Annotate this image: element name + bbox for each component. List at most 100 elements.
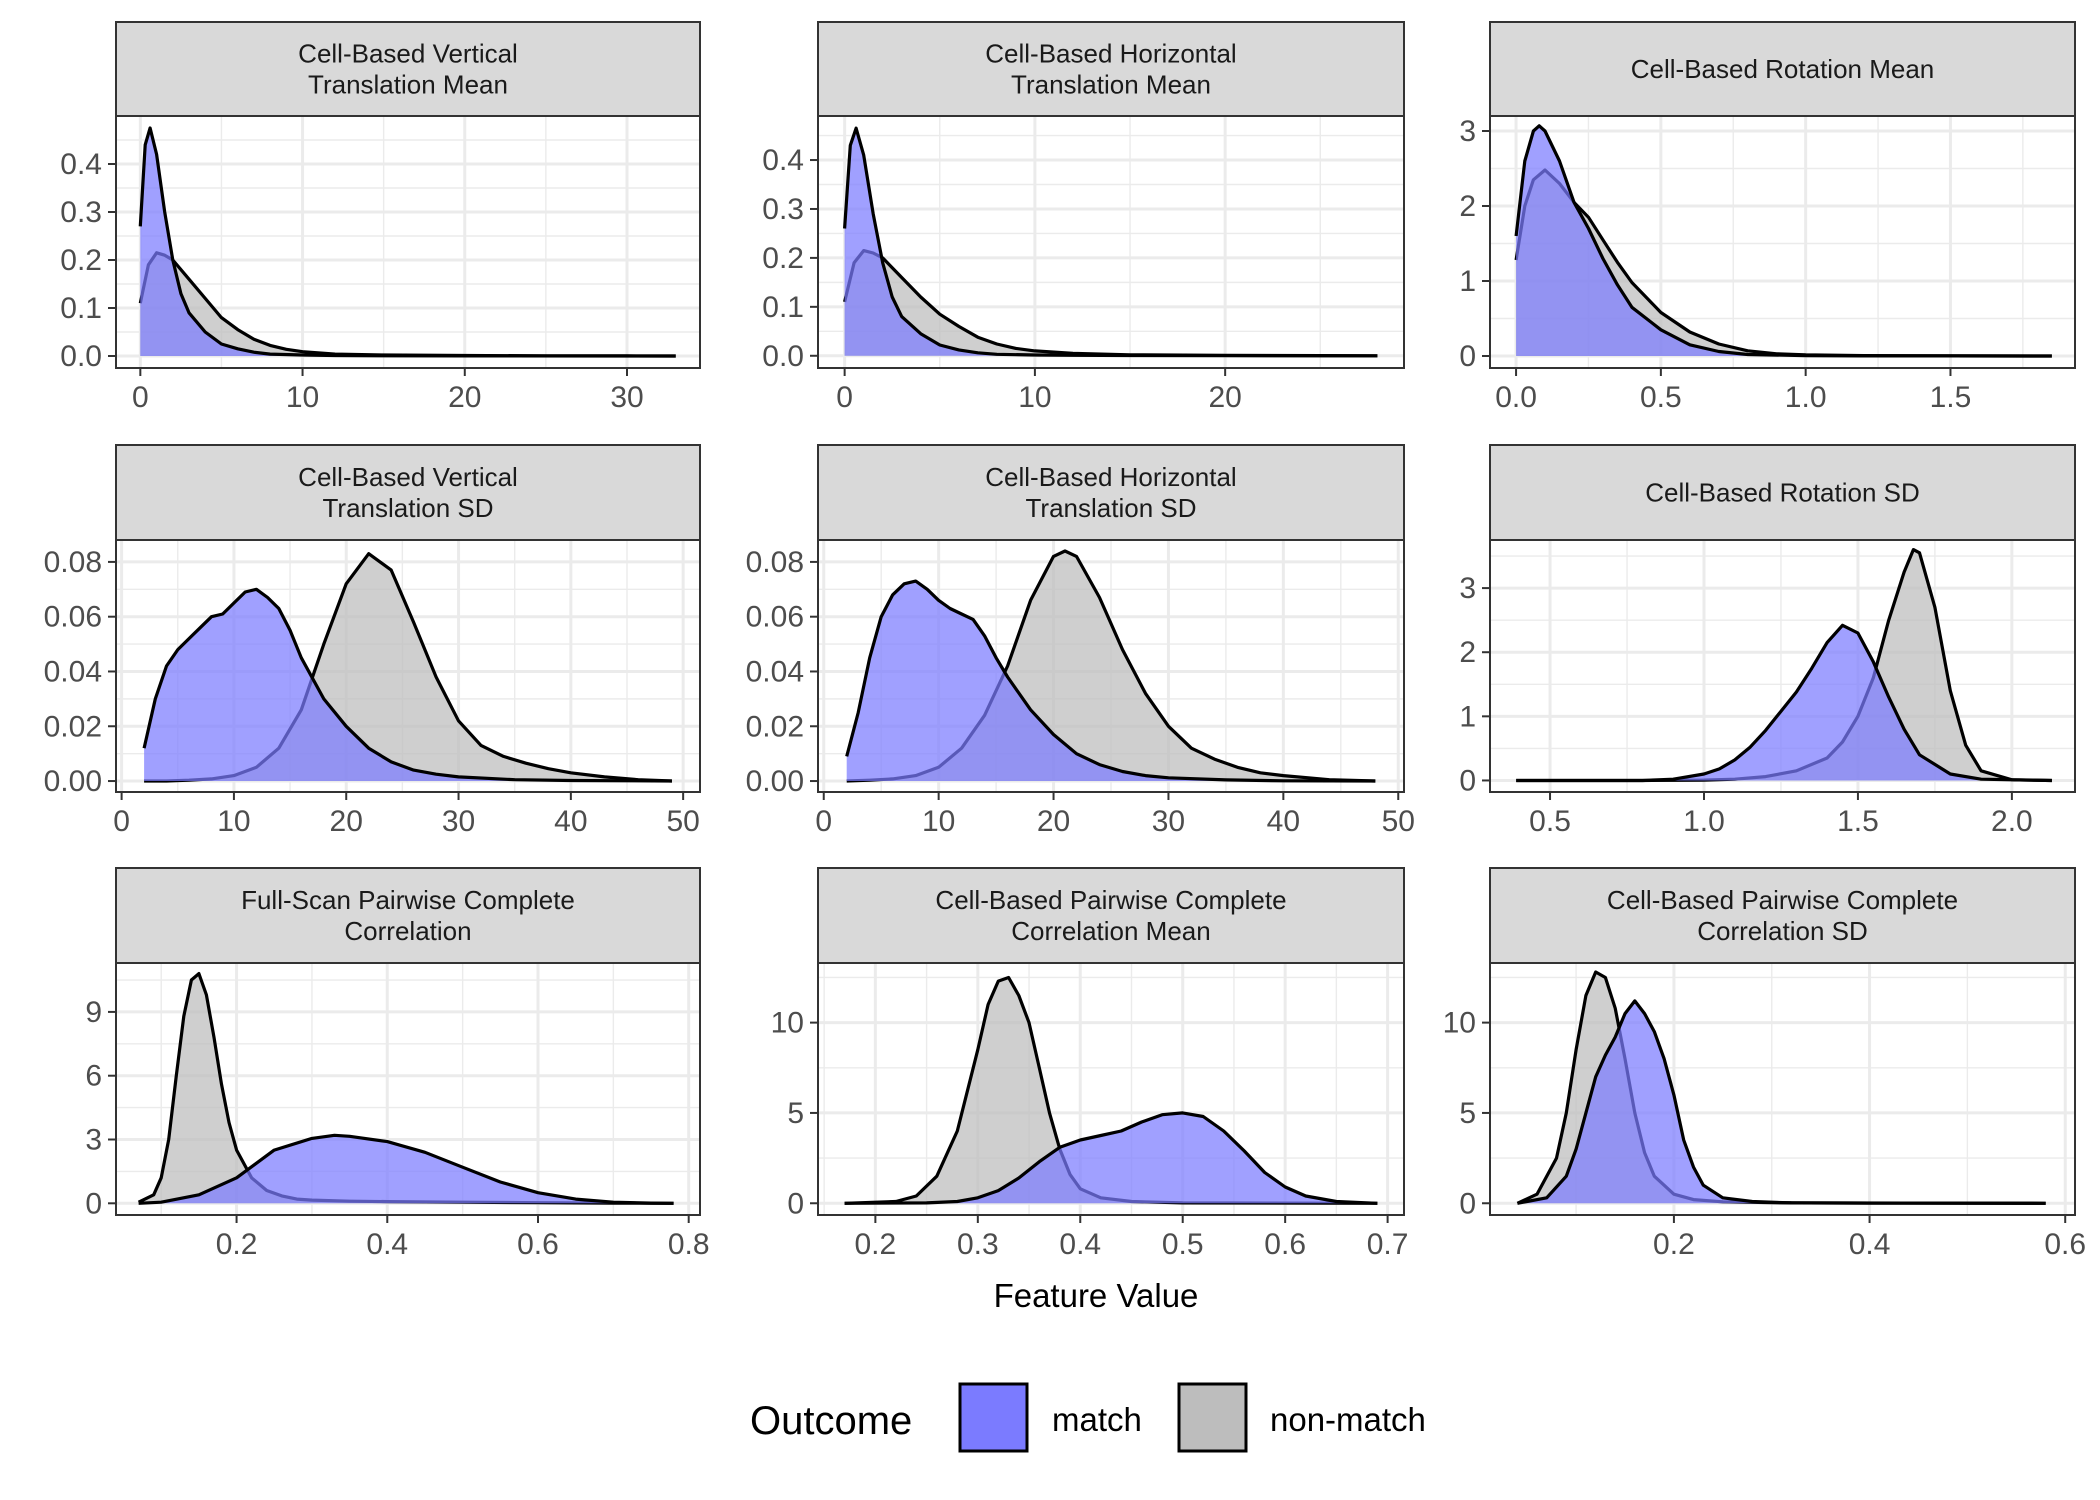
- strip-title-line: Translation SD: [1026, 493, 1197, 523]
- panel-border: [1489, 539, 2076, 793]
- density-area-match: [140, 128, 676, 356]
- x-tick-label: 0: [836, 381, 853, 414]
- panel-border: [1489, 115, 2076, 369]
- y-tick-label: 3: [1459, 115, 1476, 148]
- strip-title-line: Cell-Based Pairwise Complete: [935, 885, 1286, 915]
- x-tick-label: 10: [922, 805, 955, 838]
- strip-title-line: Translation SD: [323, 493, 494, 523]
- x-tick-label: 40: [1267, 805, 1300, 838]
- panel-border: [1489, 962, 2076, 1216]
- density-line-match: [845, 579, 1376, 783]
- x-tick-label: 0.2: [216, 1228, 258, 1261]
- density-area-non-match: [844, 977, 1378, 1204]
- x-tick-label: 0.6: [1264, 1228, 1306, 1261]
- x-tick-label: 30: [1152, 805, 1185, 838]
- x-tick-label: 20: [330, 805, 363, 838]
- y-tick-label: 0.02: [746, 710, 804, 743]
- x-tick-label: 10: [286, 381, 319, 414]
- y-tick-label: 0.2: [762, 242, 804, 275]
- y-tick-label: 1: [1459, 265, 1476, 298]
- y-tick-label: 0.04: [746, 655, 804, 688]
- facet-panel: Cell-Based Rotation Mean 0.0 0.5 1.0 1.5 0 1 2 3: [1459, 21, 2076, 414]
- x-tick-label: 20: [1037, 805, 1070, 838]
- legend-title: Outcome: [750, 1399, 912, 1443]
- x-tick-label: 10: [1018, 381, 1051, 414]
- y-tick-label: 0: [1459, 1187, 1476, 1220]
- facet-panel: Cell-Based Pairwise CompleteCorrelation …: [1443, 867, 2086, 1261]
- strip-title-line: Cell-Based Horizontal: [985, 462, 1236, 492]
- legend-swatch-non-match: [1177, 1382, 1248, 1453]
- density-line-match: [1514, 124, 2052, 358]
- x-axis-title: Feature Value: [994, 1277, 1199, 1314]
- x-tick-label: 1.5: [1837, 805, 1879, 838]
- strip-background: [115, 21, 701, 117]
- y-tick-label: 5: [1459, 1097, 1476, 1130]
- legend-label-match: match: [1052, 1401, 1142, 1438]
- y-tick-label: 2: [1459, 190, 1476, 223]
- strip-background: [817, 444, 1405, 541]
- y-tick-label: 0: [787, 1187, 804, 1220]
- x-tick-label: 0.4: [366, 1228, 408, 1261]
- strip-title-line: Cell-Based Vertical: [298, 39, 518, 69]
- y-tick-label: 0.4: [60, 148, 102, 181]
- density-areas: [843, 126, 1378, 358]
- y-tick-label: 0.08: [44, 546, 102, 579]
- strip-background: [817, 867, 1405, 964]
- density-area-match: [1516, 625, 2052, 781]
- x-tick-label: 10: [217, 805, 250, 838]
- density-area-match: [1516, 125, 2052, 356]
- panel-border: [817, 539, 1405, 793]
- x-tick-label: 50: [666, 805, 699, 838]
- x-tick-label: 1.5: [1930, 381, 1972, 414]
- x-tick-label: 0.4: [1059, 1228, 1101, 1261]
- panel-border: [115, 539, 701, 793]
- x-tick-label: 0.6: [2044, 1228, 2086, 1261]
- x-tick-label: 0.2: [1653, 1228, 1695, 1261]
- density-line-match: [138, 1133, 674, 1205]
- strip-title-line: Cell-Based Horizontal: [985, 39, 1236, 69]
- y-tick-label: 0.02: [44, 710, 102, 743]
- density-area-match: [1517, 1000, 2046, 1204]
- density-area-non-match: [1516, 549, 2052, 781]
- x-tick-label: 20: [448, 381, 481, 414]
- strip-background: [1489, 867, 2076, 964]
- strip-title-line: Translation Mean: [1011, 70, 1211, 100]
- y-tick-label: 0.0: [762, 340, 804, 373]
- strip-title-line: Full-Scan Pairwise Complete: [241, 885, 575, 915]
- density-areas: [137, 972, 674, 1205]
- density-areas: [142, 552, 672, 783]
- density-areas: [845, 549, 1376, 783]
- density-line-match: [844, 1111, 1378, 1205]
- density-area-non-match: [1516, 170, 2052, 356]
- x-tick-label: 0.4: [1849, 1228, 1891, 1261]
- density-line-match: [843, 126, 1378, 358]
- density-line-match: [1516, 623, 2052, 783]
- density-line-match: [142, 587, 672, 783]
- y-tick-label: 0.00: [746, 765, 804, 798]
- x-tick-label: 0: [113, 805, 130, 838]
- y-tick-label: 0.1: [60, 292, 102, 325]
- y-tick-label: 3: [85, 1124, 102, 1157]
- density-areas: [1514, 124, 2052, 358]
- x-tick-label: 0.3: [957, 1228, 999, 1261]
- strip-title-line: Correlation SD: [1697, 916, 1868, 946]
- x-tick-label: 0.8: [668, 1228, 710, 1261]
- legend: Outcome match non-match: [750, 1382, 1426, 1453]
- x-tick-label: 0.5: [1162, 1228, 1204, 1261]
- density-area-non-match: [846, 551, 1376, 781]
- density-line-match: [138, 126, 676, 358]
- x-tick-label: 0: [815, 805, 832, 838]
- x-tick-label: 0.5: [1529, 805, 1571, 838]
- y-tick-label: 0.4: [762, 144, 804, 177]
- y-tick-label: 1: [1459, 700, 1476, 733]
- density-area-non-match: [138, 973, 674, 1204]
- y-tick-label: 0.1: [762, 291, 804, 324]
- density-areas: [138, 126, 676, 358]
- y-tick-label: 9: [85, 996, 102, 1029]
- x-tick-label: 20: [1208, 381, 1241, 414]
